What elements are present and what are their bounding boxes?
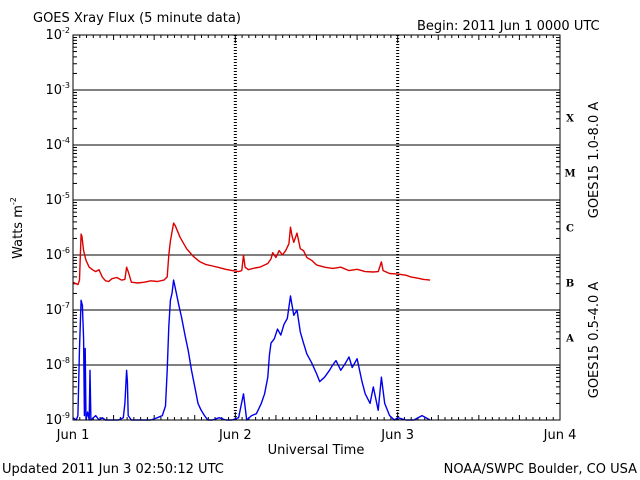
y-tick-label-exponent: -4 <box>62 136 70 145</box>
y-tick-label: 10-8 <box>45 356 70 373</box>
x-tick-label: Jun 4 <box>543 428 577 443</box>
y-tick-label: 10-4 <box>45 136 70 153</box>
y-axis-label: Watts m-2 <box>9 197 26 259</box>
x-tick-label: Jun 3 <box>380 428 414 443</box>
y-tick-label-exponent: -8 <box>62 356 70 365</box>
flare-class-m: M <box>564 169 575 180</box>
flare-class-c: C <box>566 224 574 235</box>
y-tick-label-base: 10 <box>45 358 62 373</box>
y-tick-label: 10-6 <box>45 246 70 263</box>
y-tick-label-base: 10 <box>45 248 62 263</box>
x-axis-label: Universal Time <box>268 443 365 458</box>
y-tick-label-exponent: -9 <box>62 411 70 420</box>
y-tick-label-base: 10 <box>45 193 62 208</box>
gridlines <box>73 89 560 366</box>
day-separators <box>233 35 400 420</box>
y-tick-label-exponent: -5 <box>62 191 70 200</box>
y-axis-ticks: 10-210-310-410-510-610-710-810-9 <box>45 26 560 428</box>
y-tick-label-exponent: -7 <box>62 301 70 310</box>
y-tick-label-base: 10 <box>45 28 62 43</box>
begin-label: Begin: 2011 Jun 1 0000 UTC <box>417 19 600 34</box>
flare-class-b: B <box>566 279 574 290</box>
plot-frame <box>72 34 561 421</box>
y-axis-label-exponent: -2 <box>9 197 18 205</box>
y-tick-label-base: 10 <box>45 413 62 428</box>
updated-timestamp: Updated 2011 Jun 3 02:50:12 UTC <box>2 462 224 477</box>
legend-goes15-short: GOES15 0.5-4.0 A <box>587 282 602 399</box>
y-tick-label-base: 10 <box>45 138 62 153</box>
flare-class-a: A <box>565 334 574 345</box>
y-tick-label-exponent: -3 <box>62 81 70 90</box>
flare-class-x: X <box>566 114 574 125</box>
series-line-0 <box>72 222 431 286</box>
y-tick-label: 10-2 <box>45 26 70 43</box>
x-tick-label: Jun 2 <box>218 428 252 443</box>
y-tick-label: 10-9 <box>45 411 70 428</box>
y-tick-label: 10-3 <box>45 81 70 98</box>
y-tick-label-base: 10 <box>45 303 62 318</box>
y-tick-label-exponent: -2 <box>62 26 70 35</box>
series-layer <box>72 222 431 421</box>
series-line-1 <box>72 279 431 421</box>
credit-label: NOAA/SWPC Boulder, CO USA <box>444 462 637 477</box>
y-tick-label: 10-7 <box>45 301 70 318</box>
legend-goes15-long: GOES15 1.0-8.0 A <box>587 102 602 219</box>
y-tick-label-exponent: -6 <box>62 246 70 255</box>
flare-class-labels: X M C B A <box>564 114 575 345</box>
y-axis-label-text: Watts m <box>11 205 26 259</box>
x-tick-label: Jun 1 <box>56 428 90 443</box>
y-tick-label: 10-5 <box>45 191 70 208</box>
chart-title: GOES Xray Flux (5 minute data) <box>33 11 241 26</box>
y-tick-label-base: 10 <box>45 83 62 98</box>
